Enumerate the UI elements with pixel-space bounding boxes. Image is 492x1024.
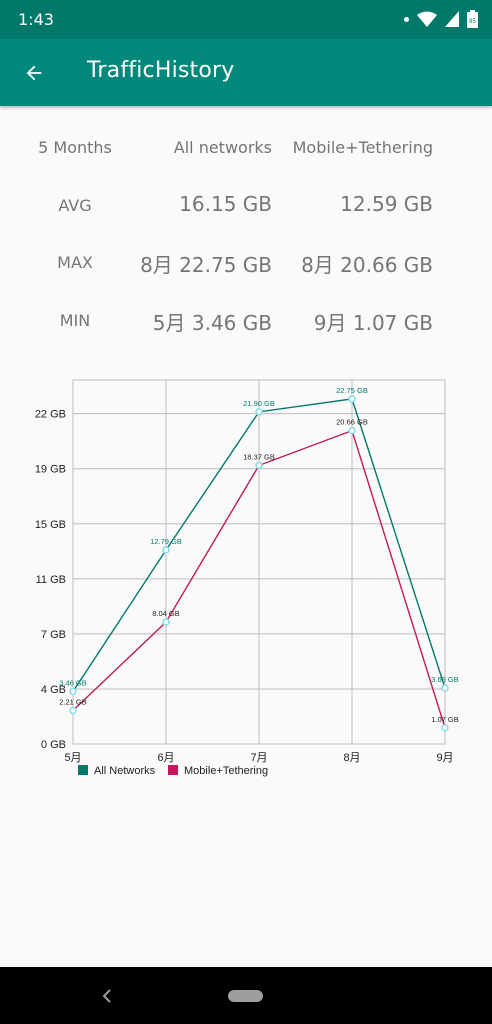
data-point [442, 725, 448, 731]
legend-swatch [168, 765, 178, 775]
data-point [70, 689, 76, 695]
wifi-icon [417, 11, 437, 27]
data-point [349, 396, 355, 402]
stats-row-max: MAX 8月 22.75 GB 8月 20.66 GB [0, 249, 492, 289]
header-all-networks: All networks [174, 138, 272, 157]
page-title: TrafficHistory [87, 58, 235, 83]
data-label: 2.21 GB [59, 697, 87, 706]
row-label: MIN [20, 311, 130, 330]
data-point [163, 547, 169, 553]
battery-level: 85 [469, 19, 476, 25]
legend-label: Mobile+Tethering [184, 765, 268, 777]
max-mobile-value: 8月 20.66 GB [301, 249, 433, 278]
notification-dot-icon [404, 17, 409, 22]
back-button[interactable] [14, 53, 54, 93]
app-bar: TrafficHistory [0, 39, 492, 106]
data-point [70, 707, 76, 713]
status-time: 1:43 [18, 10, 54, 29]
x-tick-label: 8月 [343, 752, 360, 764]
legend-swatch [78, 765, 88, 775]
stats-header-row: 5 Months All networks Mobile+Tethering [0, 138, 492, 178]
avg-all-value: 16.15 GB [179, 192, 272, 216]
stats-row-min: MIN 5月 3.46 GB 9月 1.07 GB [0, 307, 492, 347]
data-label: 12.79 GB [150, 537, 182, 546]
data-label: 18.37 GB [243, 452, 275, 461]
nav-back-button[interactable] [96, 985, 118, 1007]
data-label: 3.46 GB [59, 679, 87, 688]
x-tick-label: 9月 [436, 752, 453, 764]
arrow-back-icon [23, 62, 45, 84]
navigation-bar [0, 967, 492, 1024]
nav-home-pill[interactable] [228, 990, 263, 1002]
data-label: 1.07 GB [431, 715, 459, 724]
data-label: 21.90 GB [243, 399, 275, 408]
avg-mobile-value: 12.59 GB [340, 192, 433, 216]
chevron-left-icon [101, 989, 113, 1003]
data-point [349, 428, 355, 434]
legend-label: All Networks [94, 765, 156, 777]
status-icons: 85 [404, 9, 478, 29]
x-tick-label: 7月 [250, 752, 267, 764]
y-tick-label: 19 GB [35, 464, 66, 476]
y-tick-label: 7 GB [41, 629, 66, 641]
y-tick-label: 0 GB [41, 739, 66, 751]
row-label: AVG [20, 196, 130, 215]
signal-icon [445, 11, 459, 27]
header-mobile-tethering: Mobile+Tethering [293, 138, 433, 157]
row-label: MAX [20, 253, 130, 272]
y-tick-label: 15 GB [35, 519, 66, 531]
data-label: 8.04 GB [152, 609, 180, 618]
data-point [256, 409, 262, 415]
data-label: 20.66 GB [336, 418, 368, 427]
header-period: 5 Months [20, 138, 130, 157]
data-point [442, 685, 448, 691]
battery-icon: 85 [467, 10, 478, 28]
min-all-value: 5月 3.46 GB [153, 307, 272, 336]
data-point [256, 462, 262, 468]
stats-row-avg: AVG 16.15 GB 12.59 GB [0, 192, 492, 232]
max-all-value: 8月 22.75 GB [140, 249, 272, 278]
x-tick-label: 6月 [157, 752, 174, 764]
min-mobile-value: 9月 1.07 GB [314, 307, 433, 336]
data-label: 22.75 GB [336, 386, 368, 395]
y-tick-label: 11 GB [36, 574, 66, 586]
status-bar: 1:43 85 [0, 0, 492, 39]
data-point [163, 619, 169, 625]
data-label: 3.69 GB [431, 675, 459, 684]
x-tick-label: 5月 [64, 752, 81, 764]
y-tick-label: 22 GB [35, 409, 66, 421]
